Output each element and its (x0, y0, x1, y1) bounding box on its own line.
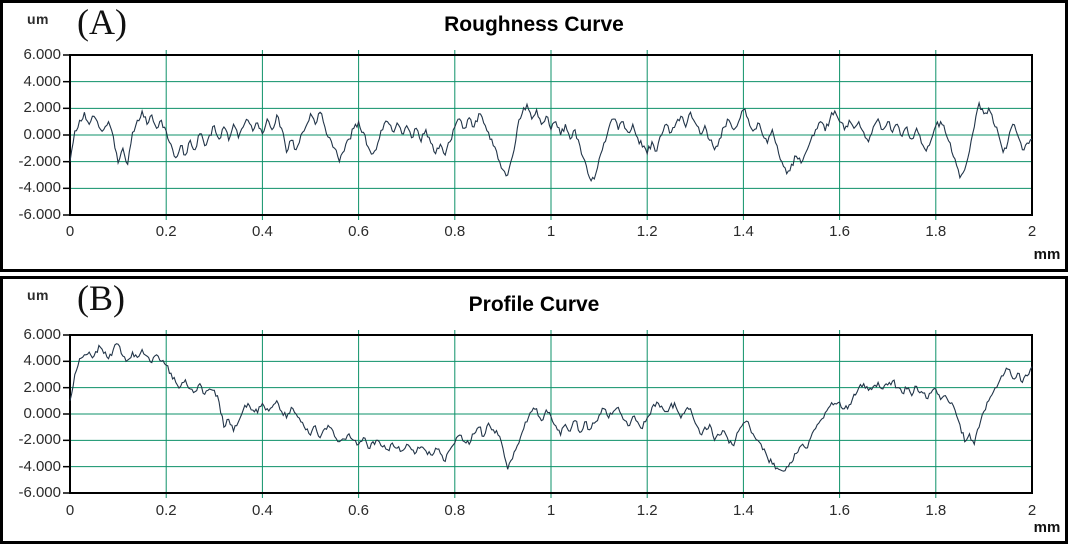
profile-plot (63, 330, 1033, 498)
grid-lines (63, 330, 1032, 498)
roughness-panel: um (A) Roughness Curve mm 6.000 4.000 2.00… (0, 0, 1068, 272)
x-tick-label: 1.2 (636, 223, 658, 240)
x-tick-label: 1.8 (925, 223, 947, 240)
x-tick-label: 0.8 (444, 223, 466, 240)
profile-panel: um (B) Profile Curve mm 6.000 4.000 2.000 0… (0, 276, 1068, 544)
x-unit-label: mm (1033, 519, 1061, 536)
x-tick-label: 0.8 (444, 502, 466, 519)
x-tick-label: 1.4 (732, 502, 754, 519)
x-tick-label: 0.2 (155, 223, 177, 240)
y-tick-label: -2.000 (18, 431, 61, 449)
y-tick-label: 6.000 (23, 46, 61, 63)
y-tick-label: 2.000 (23, 99, 61, 117)
x-tick-label: 0 (65, 223, 75, 240)
y-tick-label: -6.000 (18, 206, 61, 223)
x-tick-label: 2 (1027, 223, 1037, 240)
y-tick-label: 0.000 (23, 126, 61, 143)
y-tick-label: -4.000 (18, 179, 61, 197)
y-tick-label: 0.000 (23, 405, 61, 422)
y-tick-label: 2.000 (23, 378, 61, 396)
panel-letter-b: (B) (77, 278, 125, 318)
x-tick-label: 1.8 (925, 502, 947, 519)
x-tick-label: 1 (546, 223, 556, 240)
x-tick-label: 2 (1027, 502, 1037, 519)
y-tick-label: -6.000 (18, 484, 61, 501)
panel-letter-a: (A) (77, 2, 127, 42)
x-tick-label: 1.6 (829, 502, 851, 519)
x-tick-label: 0.4 (251, 502, 273, 519)
x-tick-label: 0.4 (251, 223, 273, 240)
x-tick-label: 0 (65, 502, 75, 519)
y-unit-label: um (27, 11, 49, 27)
profile-trace (69, 343, 1033, 472)
x-unit-label: mm (1033, 246, 1061, 263)
chart-title-roughness: Roughness Curve (444, 13, 624, 36)
roughness-plot (63, 50, 1033, 220)
y-tick-label: 4.000 (23, 352, 61, 370)
y-unit-label: um (27, 287, 49, 303)
x-tick-label: 0.6 (348, 502, 370, 519)
x-tick-label: 1.2 (636, 502, 658, 519)
plot-frame (69, 54, 1033, 216)
plot-frame (69, 334, 1033, 494)
y-tick-label: 4.000 (23, 72, 61, 90)
y-tick-label: -4.000 (18, 457, 61, 475)
x-tick-label: 0.2 (155, 502, 177, 519)
roughness-trace (69, 100, 1033, 183)
x-tick-label: 1.6 (829, 223, 851, 240)
x-tick-label: 0.6 (348, 223, 370, 240)
chart-title-profile: Profile Curve (468, 293, 600, 316)
y-tick-label: 6.000 (23, 326, 61, 343)
x-tick-label: 1.4 (732, 223, 754, 240)
grid-lines (63, 50, 1032, 220)
y-tick-label: -2.000 (18, 152, 61, 170)
x-tick-label: 1 (546, 502, 556, 519)
